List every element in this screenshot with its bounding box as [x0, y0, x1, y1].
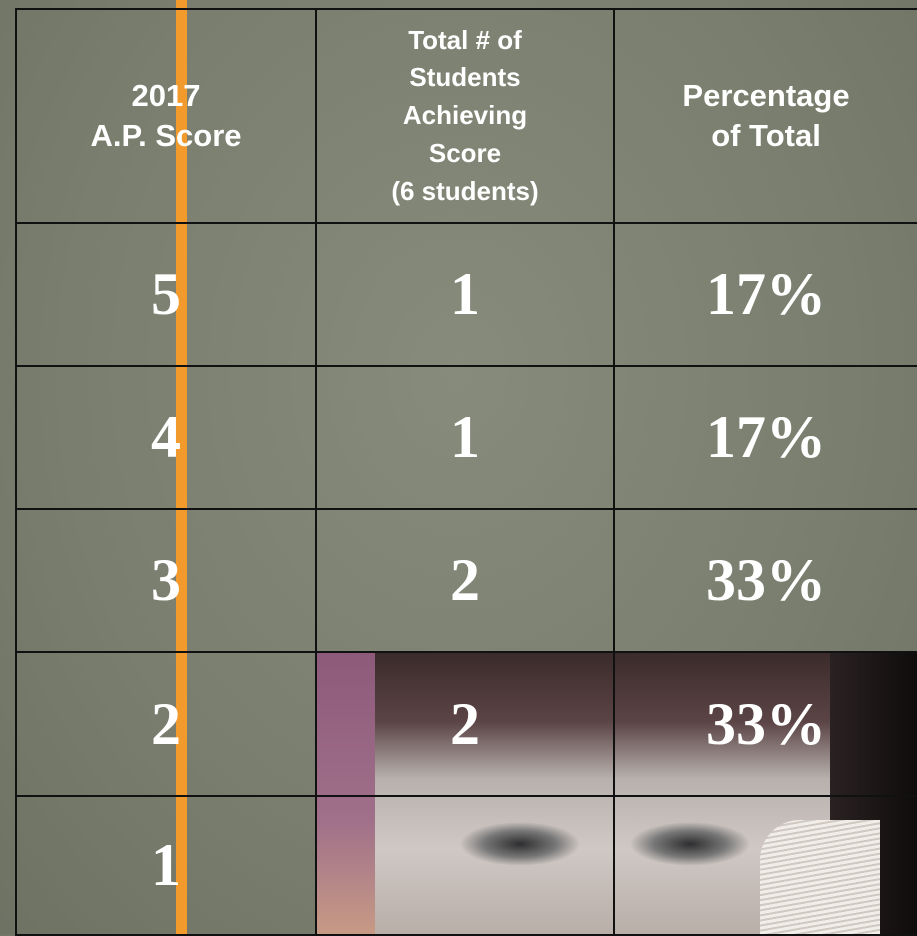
table-cell: 33% — [613, 508, 917, 653]
table-cell: 17% — [613, 222, 917, 367]
cell-text: 1 — [450, 260, 480, 329]
header-text: Score — [429, 135, 501, 173]
table-cell: 17% — [613, 365, 917, 510]
table-cell: 2 — [315, 651, 615, 797]
cell-text: 17% — [706, 403, 826, 472]
cell-text: 3 — [151, 546, 181, 615]
cell-text: 33% — [706, 690, 826, 759]
table-cell: 1 — [315, 365, 615, 510]
cell-text: 2 — [450, 690, 480, 759]
header-text: Students — [409, 59, 520, 97]
header-text: (6 students) — [391, 173, 538, 211]
cell-text: 17% — [706, 260, 826, 329]
table-cell: 1 — [15, 795, 317, 936]
cell-text: 2 — [151, 690, 181, 759]
cell-text: 4 — [151, 403, 181, 472]
cell-text: 2 — [450, 546, 480, 615]
cell-text: 33% — [706, 546, 826, 615]
table-cell: 4 — [15, 365, 317, 510]
header-text: Achieving — [403, 97, 527, 135]
table-cell: 3 — [15, 508, 317, 653]
table-cell: 33% — [613, 651, 917, 797]
table-cell — [613, 795, 917, 936]
cell-text: 5 — [151, 260, 181, 329]
cell-text: 1 — [151, 831, 181, 900]
slide: 2017A.P. ScoreTotal # ofStudentsAchievin… — [0, 0, 917, 934]
header-text: Total # of — [408, 22, 522, 60]
header-text: Percentage — [682, 76, 849, 116]
header-text: 2017 — [132, 76, 201, 116]
header-text: of Total — [711, 116, 821, 156]
cell-text: 1 — [450, 403, 480, 472]
table-cell: 5 — [15, 222, 317, 367]
table-cell: 1 — [315, 222, 615, 367]
table-cell: 2 — [315, 508, 615, 653]
table-cell — [315, 795, 615, 936]
header-text: A.P. Score — [90, 116, 241, 156]
table-cell: 2 — [15, 651, 317, 797]
